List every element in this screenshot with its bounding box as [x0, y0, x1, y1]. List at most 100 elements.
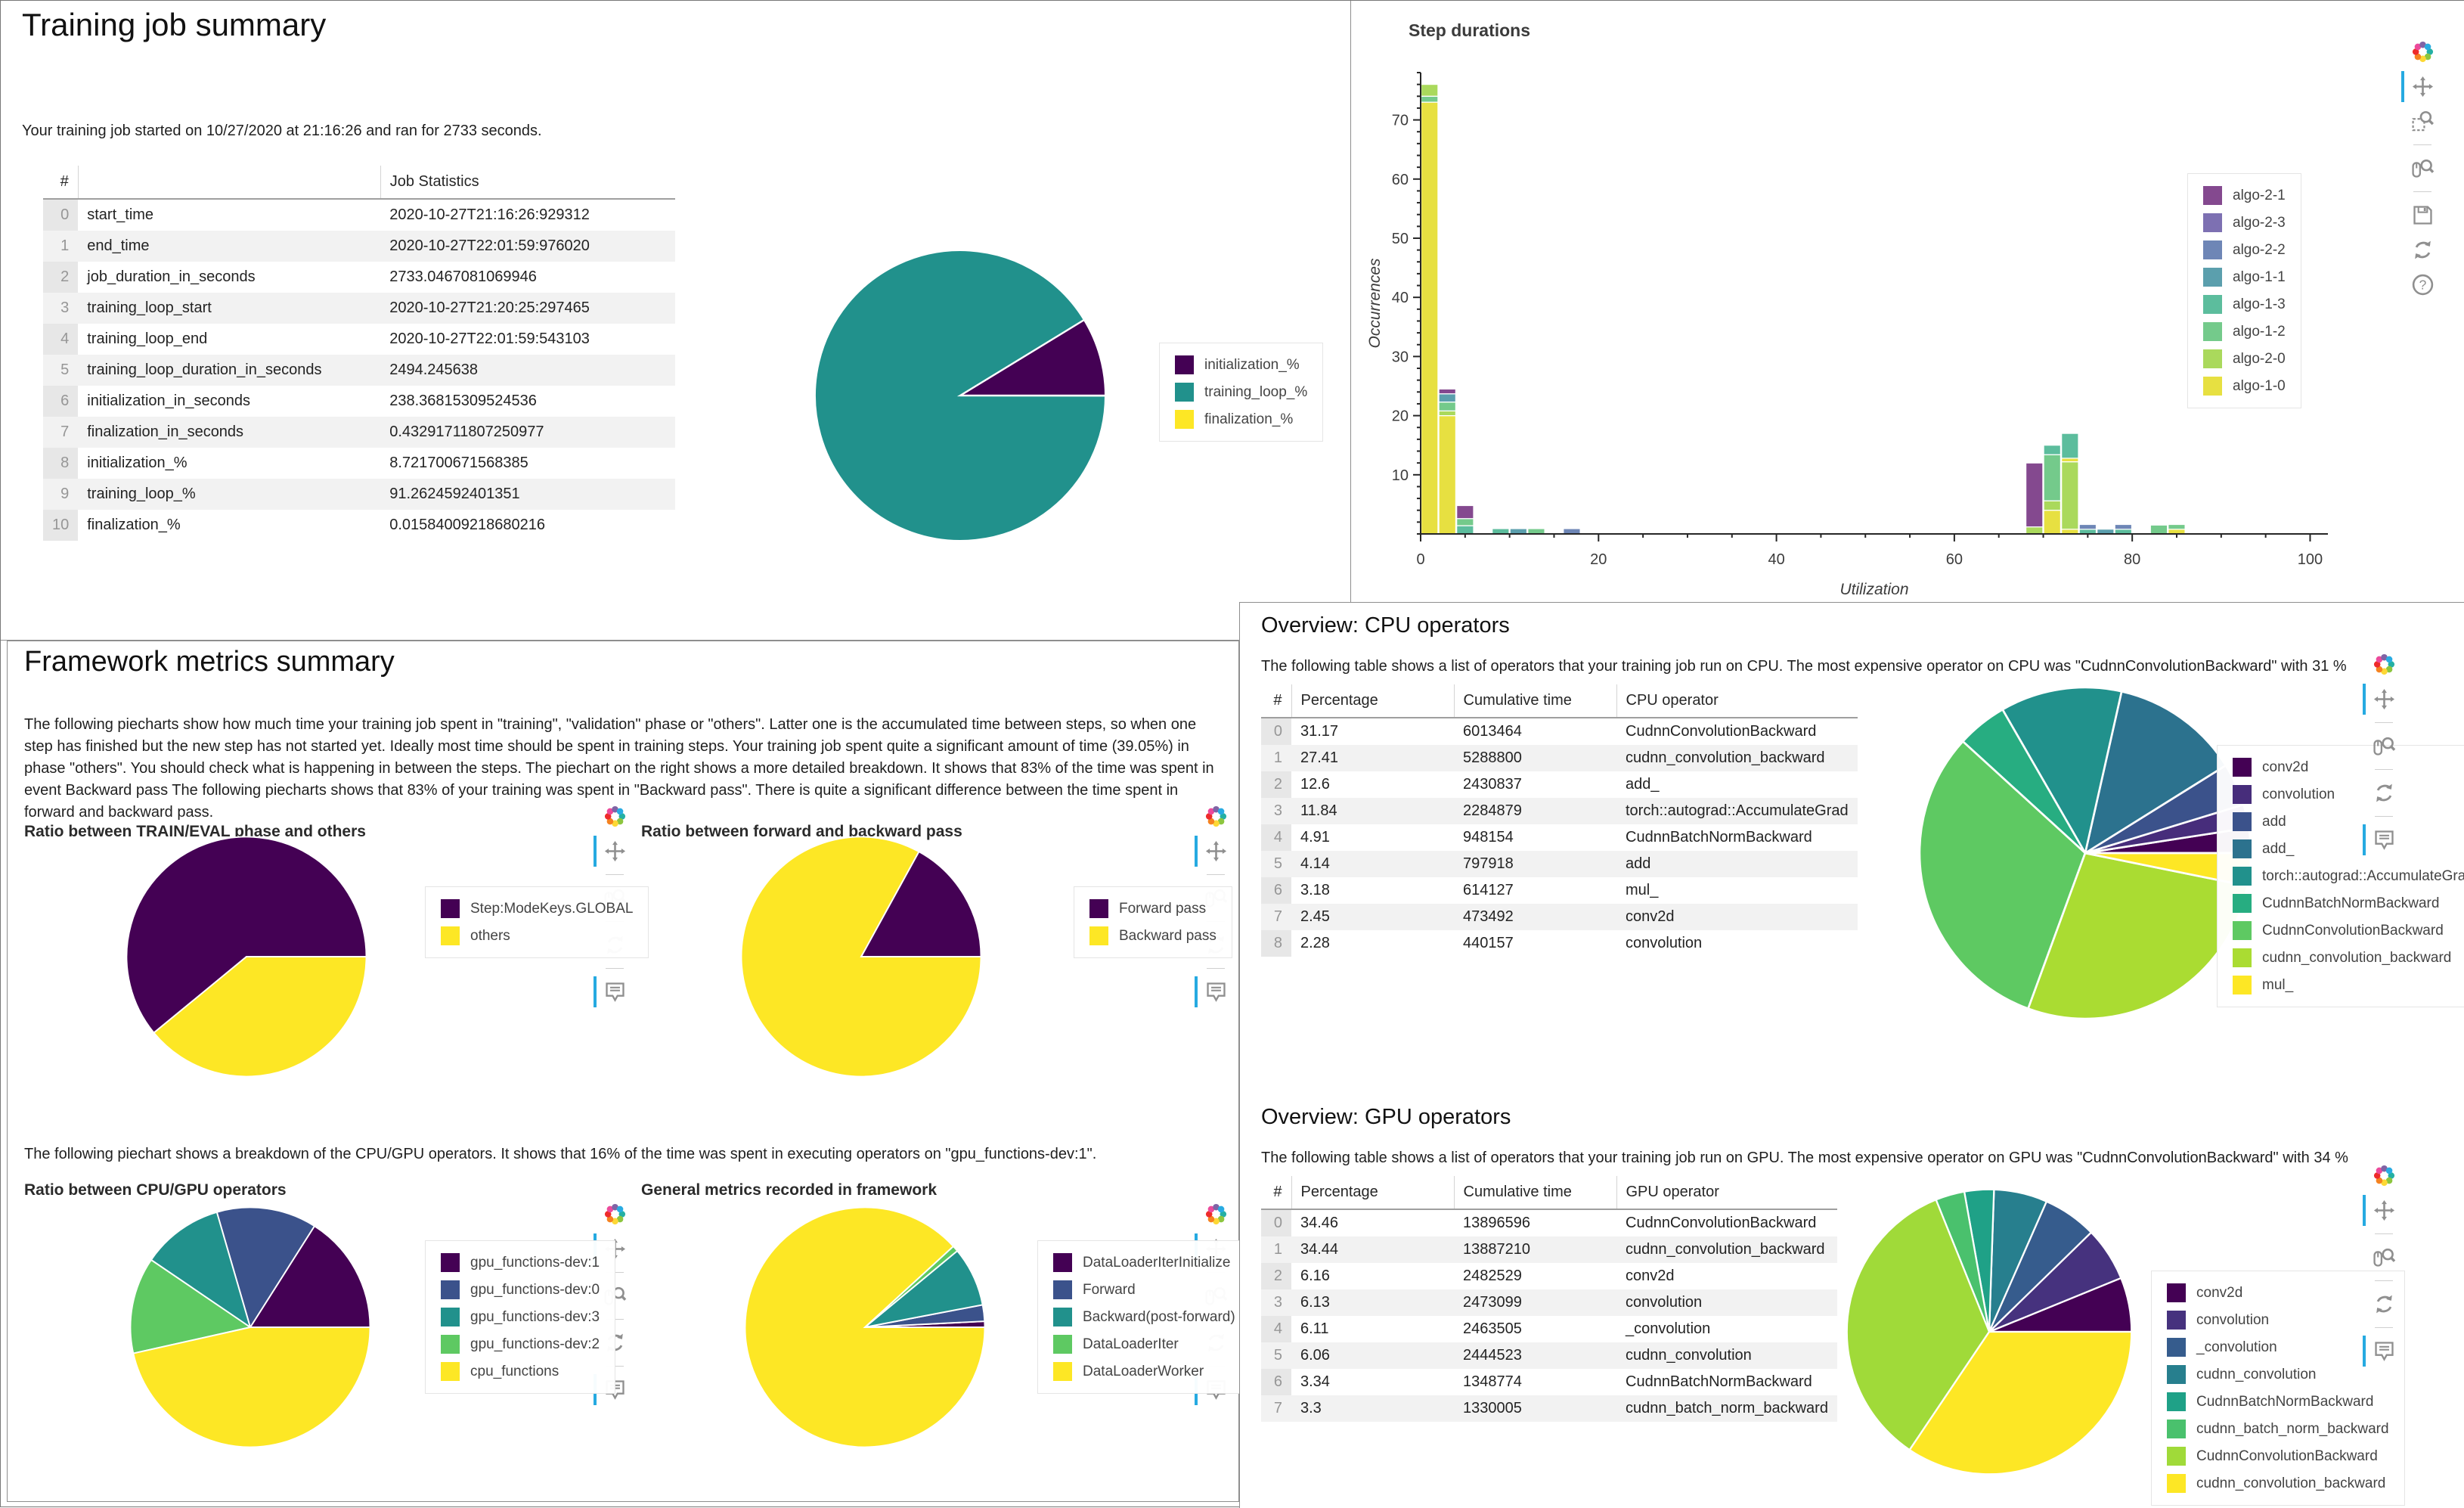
table-cell: 2463505 [1454, 1316, 1616, 1342]
reset-icon[interactable] [2373, 781, 2396, 805]
bokeh-logo-icon[interactable] [2373, 1164, 2396, 1187]
help-icon[interactable]: ? [2411, 273, 2435, 296]
pan-icon[interactable] [2373, 687, 2396, 711]
hover-icon[interactable] [2373, 1339, 2396, 1363]
bokeh-logo-icon[interactable] [1204, 805, 1228, 828]
cpu-gpu-pie-chart[interactable] [126, 1202, 375, 1452]
column-header: GPU operator [1616, 1176, 1837, 1209]
save-icon[interactable] [2411, 203, 2435, 227]
legend-label: convolution [2262, 787, 2335, 803]
hover-icon[interactable] [2373, 828, 2396, 852]
table-cell: cudnn_batch_norm_backward [1616, 1395, 1837, 1422]
legend-label: gpu_functions-dev:1 [470, 1255, 600, 1271]
general-metrics-pie-chart[interactable] [740, 1202, 990, 1452]
toolbar-separator [2375, 722, 2393, 723]
legend-swatch [2233, 948, 2252, 967]
legend-swatch [2167, 1447, 2186, 1466]
y-tick-label: 30 [1392, 349, 1409, 365]
histogram-bar-segment [2044, 445, 2060, 455]
legend-label: algo-1-2 [2233, 324, 2286, 340]
legend-item: gpu_functions-dev:0 [441, 1280, 600, 1299]
column-header: Job Statistics [380, 166, 675, 199]
table-cell: 2494.245638 [380, 355, 675, 386]
histogram-bar-segment [2044, 501, 2060, 510]
y-tick-label: 10 [1392, 467, 1409, 484]
x-tick-label: 100 [2298, 551, 2323, 568]
table-cell: job_duration_in_seconds [78, 262, 380, 293]
table-cell: 5288800 [1454, 745, 1616, 771]
legend-label: Backward pass [1119, 928, 1217, 945]
pan-icon[interactable] [1204, 839, 1228, 863]
reset-icon[interactable] [2411, 238, 2435, 262]
legend-label: CudnnConvolutionBackward [2262, 923, 2444, 939]
legend-item: algo-1-2 [2203, 322, 2286, 341]
wheel-zoom-icon[interactable] [2373, 1246, 2396, 1269]
legend-swatch [2233, 839, 2252, 858]
legend-item: CudnnConvolutionBackward [2233, 921, 2464, 940]
bokeh-logo-icon[interactable] [2373, 653, 2396, 676]
histogram-bar-segment [1564, 529, 1580, 534]
row-index-cell: 6 [1261, 877, 1291, 904]
pan-icon[interactable] [2373, 1199, 2396, 1222]
legend-swatch [2203, 349, 2222, 368]
legend-item: _convolution [2167, 1338, 2389, 1357]
bokeh-logo-icon[interactable] [2411, 40, 2435, 64]
y-tick-label: 20 [1392, 408, 1409, 425]
histogram-bar-segment [2026, 527, 2043, 534]
hover-icon[interactable] [603, 980, 627, 1004]
table-cell: 3.34 [1291, 1369, 1454, 1395]
legend-item: algo-1-0 [2203, 377, 2286, 396]
histogram-bar-segment [2115, 525, 2131, 529]
cpu-operators-intro: The following table shows a list of oper… [1261, 656, 2365, 678]
legend-swatch [2203, 268, 2222, 287]
training-phase-pie-chart[interactable] [809, 244, 1111, 547]
x-tick-label: 20 [1590, 551, 1607, 568]
gpu-operators-intro: The following table shows a list of oper… [1261, 1147, 2365, 1169]
table-cell: 2020-10-27T21:16:26:929312 [380, 199, 675, 231]
row-index-cell: 5 [1261, 851, 1291, 877]
histogram-bar-segment [1439, 389, 1455, 393]
box-zoom-icon[interactable] [2411, 110, 2435, 133]
legend-item: CudnnBatchNormBackward [2233, 894, 2464, 913]
legend-item: conv2d [2233, 758, 2464, 777]
legend-item: algo-1-3 [2203, 295, 2286, 314]
histogram-bar-segment [1457, 506, 1474, 519]
reset-icon[interactable] [2373, 1292, 2396, 1316]
legend-swatch [441, 1362, 460, 1381]
cpu-operators-pie-chart[interactable] [1913, 681, 2258, 1026]
hover-icon[interactable] [1204, 980, 1228, 1004]
cpu-operators-toolbar [2371, 653, 2397, 852]
gpu-operators-pie-chart[interactable] [1841, 1184, 2137, 1480]
legend-item: convolution [2233, 785, 2464, 804]
legend-item: Step:ModeKeys.GLOBAL [441, 899, 633, 918]
train-eval-pie-chart[interactable] [122, 832, 371, 1081]
legend-item: cudnn_convolution_backward [2167, 1474, 2389, 1493]
forward-backward-pie-chart[interactable] [736, 832, 986, 1081]
pan-icon[interactable] [603, 839, 627, 863]
table-cell: training_loop_end [78, 324, 380, 355]
legend-label: DataLoaderIterInitialize [1083, 1255, 1230, 1271]
bokeh-logo-icon[interactable] [603, 1202, 627, 1226]
wheel-zoom-icon[interactable] [2411, 157, 2435, 180]
legend-item: conv2d [2167, 1283, 2389, 1302]
y-tick-label: 70 [1392, 113, 1409, 129]
gpu-operators-title: Overview: GPU operators [1261, 1105, 1511, 1130]
bokeh-logo-icon[interactable] [1204, 1202, 1228, 1226]
legend-item: CudnnBatchNormBackward [2167, 1392, 2389, 1411]
legend-label: add_ [2262, 841, 2294, 858]
table-cell: 6013464 [1454, 718, 1616, 745]
pan-icon[interactable] [2411, 75, 2435, 98]
legend-item: training_loop_% [1175, 383, 1307, 402]
bokeh-logo-icon[interactable] [603, 805, 627, 828]
wheel-zoom-icon[interactable] [2373, 734, 2396, 758]
y-axis-label: Occurrences [1366, 258, 1384, 349]
column-header: # [43, 166, 78, 199]
histogram-bar-segment [2168, 525, 2185, 529]
table-cell: CudnnBatchNormBackward [1616, 1369, 1837, 1395]
row-index-cell: 4 [43, 324, 78, 355]
